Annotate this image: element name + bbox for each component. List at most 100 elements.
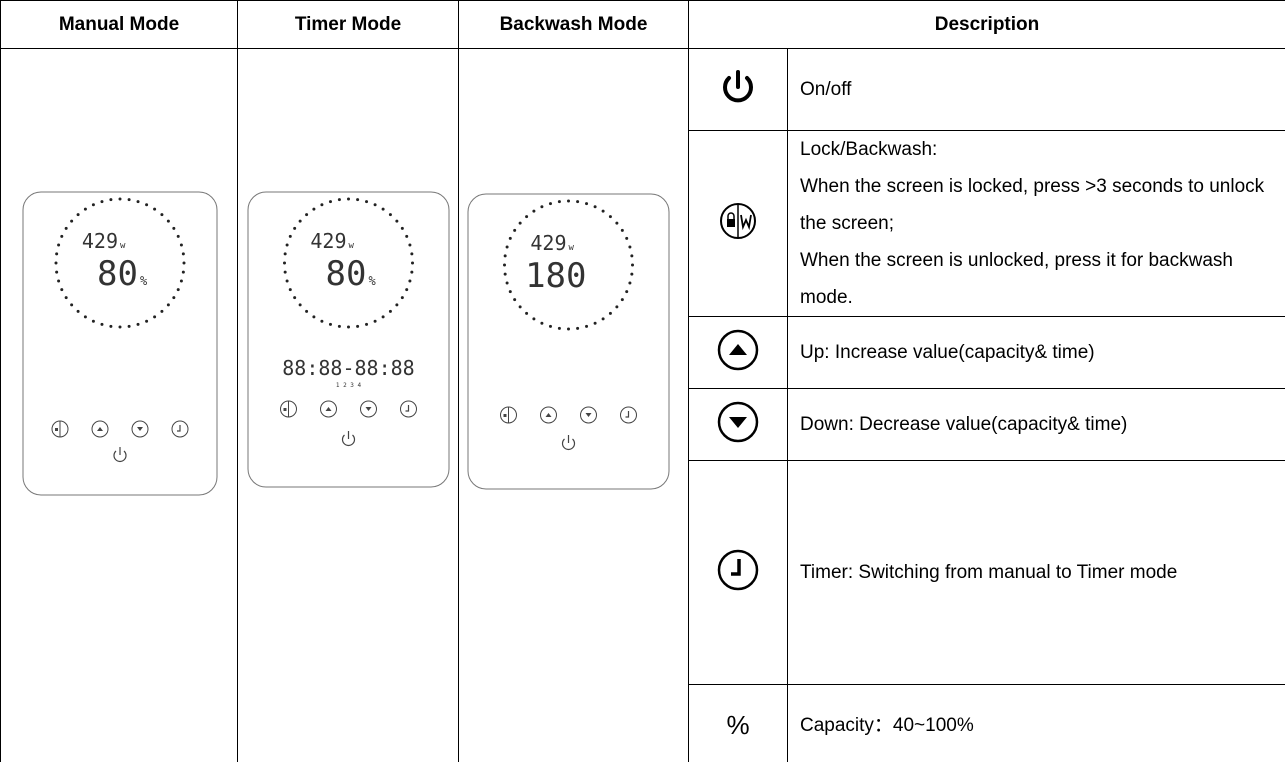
ring-dot	[505, 281, 509, 285]
ring-dot	[381, 207, 385, 211]
ring-dot	[365, 200, 369, 204]
schedule-readout: 88:88-88:88	[282, 356, 414, 380]
ring-dot	[54, 261, 58, 265]
manual-cell: 429 w 80%	[0, 48, 238, 762]
power-unit: w	[349, 241, 355, 251]
icon-cell	[688, 48, 788, 131]
ring-dot	[293, 226, 297, 230]
ring-dot	[408, 279, 412, 283]
ring-dot	[312, 207, 316, 211]
timer-icon	[717, 549, 759, 590]
ring-dot	[388, 213, 392, 217]
ring-dot	[608, 311, 612, 315]
ring-dot	[540, 321, 544, 325]
ring-dot	[127, 324, 131, 328]
ring-dot	[410, 252, 414, 256]
ring-dot	[109, 198, 113, 202]
button	[91, 420, 109, 438]
ring-dot	[288, 234, 292, 238]
ring-dot	[182, 261, 186, 265]
timer-cell: 429 w 80% 88:88-88:88 1 2 3 4	[237, 48, 459, 762]
ring-dot	[548, 324, 552, 328]
panel-frame	[247, 191, 450, 488]
desc-cell: Capacity：40~100%	[787, 684, 1285, 762]
power-unit: w	[120, 241, 126, 251]
desc-cell: Down: Decrease value(capacity& time)	[787, 388, 1285, 461]
ring-dot	[620, 228, 624, 232]
ring-dot	[166, 303, 170, 307]
value-unit: %	[140, 274, 148, 288]
ring-dot	[283, 252, 287, 256]
desc-text: Lock/Backwash:	[800, 139, 938, 160]
ring-dot	[305, 309, 309, 313]
button	[131, 420, 149, 438]
ring-dot	[160, 213, 164, 217]
ring-dot	[567, 199, 570, 203]
ring-dot	[153, 207, 157, 211]
desc-text: When the screen is unlocked, press it fo…	[800, 250, 1233, 308]
desc-cell: Timer: Switching from manual to Timer mo…	[787, 460, 1285, 685]
header: Backwash Mode	[458, 0, 689, 49]
ring-dot	[347, 325, 350, 329]
ring-dot	[293, 296, 297, 300]
clock-glyph	[625, 411, 630, 418]
desc-text: Up: Increase value(capacity& time)	[800, 342, 1095, 363]
ring-dot	[411, 261, 414, 265]
ring-dot	[405, 288, 409, 292]
ring-dot	[100, 200, 104, 204]
power-glyph	[113, 450, 127, 462]
ring-dot	[91, 203, 95, 207]
ring-dot	[285, 279, 289, 283]
power-readout: 429	[82, 229, 118, 253]
backwash-cell: 429 w 180	[458, 48, 689, 762]
ring-dot	[60, 288, 64, 292]
button	[360, 400, 377, 418]
ring-dot	[57, 279, 61, 283]
ring-dot	[365, 322, 369, 326]
ring-dot	[172, 226, 176, 230]
percent-icon: %	[688, 684, 788, 762]
value-readout: 80	[97, 254, 138, 294]
ring-dot	[298, 219, 302, 223]
button	[320, 400, 337, 418]
ring-dot	[557, 326, 561, 330]
ring-dot	[625, 236, 629, 240]
desc-text: On/off	[800, 79, 852, 100]
ring-dot	[176, 288, 180, 292]
lock-icon	[720, 202, 756, 239]
ring-dot	[70, 219, 74, 223]
ring-dot	[373, 319, 377, 323]
ring-dot	[503, 254, 507, 258]
ring-dot	[356, 198, 360, 202]
ring-dot	[593, 205, 597, 209]
ring-dot	[585, 202, 589, 206]
header: Timer Mode	[237, 0, 459, 49]
ring-dot	[503, 272, 507, 276]
ring-dot	[76, 213, 80, 217]
value-readout: 180	[525, 256, 586, 296]
ring-dot	[576, 326, 580, 330]
ring-dot	[513, 298, 517, 302]
ring-dot	[620, 298, 624, 302]
ring-dot	[410, 270, 414, 274]
ring-dot	[628, 245, 632, 249]
power-unit: w	[569, 243, 575, 253]
ring-dot	[328, 200, 332, 204]
icon-cell	[688, 316, 788, 389]
ring-dot	[548, 202, 552, 206]
down-icon	[717, 401, 759, 442]
power-readout: 429	[310, 229, 346, 253]
ring-dot	[70, 303, 74, 307]
ring-dot	[503, 263, 506, 267]
ring-dot	[153, 315, 157, 319]
ring-dot	[64, 296, 68, 300]
ring-dot	[136, 200, 140, 204]
ring-dot	[388, 309, 392, 313]
desc-cell: Lock/Backwash: When the screen is locked…	[787, 130, 1285, 317]
ring-dot	[508, 236, 512, 240]
ring-dot	[100, 322, 104, 326]
ring-dot	[179, 243, 183, 247]
ring-dot	[567, 327, 570, 331]
panel: 429 w 180	[467, 193, 670, 490]
